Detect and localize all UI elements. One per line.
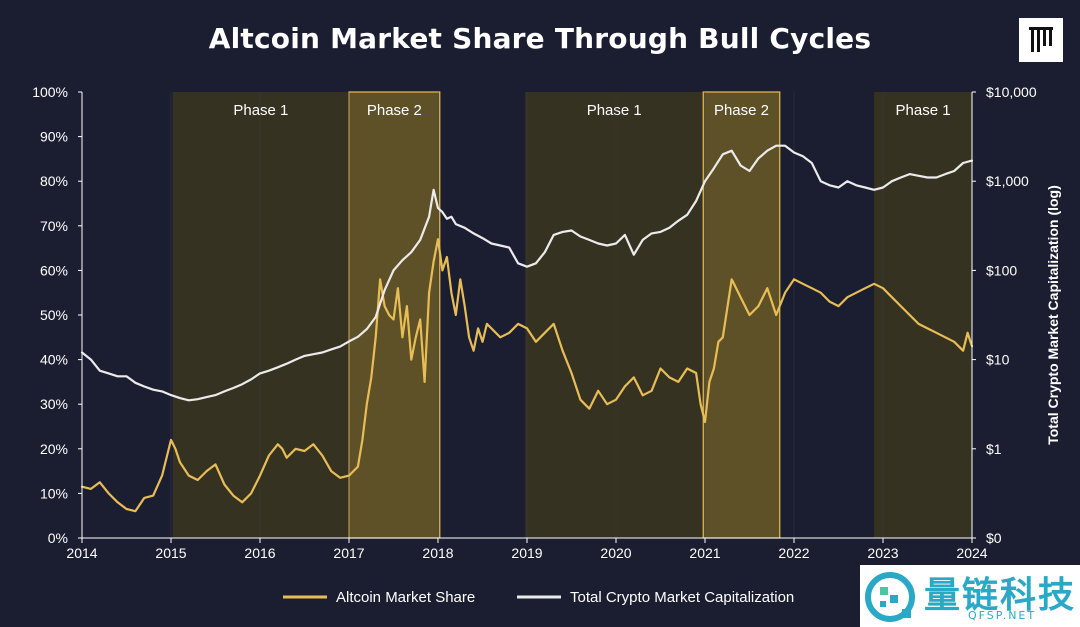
phase-label-4: Phase 2 [714, 102, 769, 119]
grid-lines [81, 92, 973, 538]
y-left-tick-label-8: 80% [40, 173, 68, 189]
x-tick-label-2020: 2020 [600, 545, 631, 561]
y-right-tick-label-1: $1 [986, 441, 1002, 457]
x-tick-label-2024: 2024 [956, 545, 987, 561]
x-tick-label-2017: 2017 [333, 545, 364, 561]
phase-bands: Phase 1 Phase 2 Phase 1 Phase 2 Phase 1 [172, 91, 972, 539]
y-left-tick-label-0: 0% [48, 530, 68, 546]
x-tick-label-2021: 2021 [689, 545, 720, 561]
x-tick-label-2022: 2022 [778, 545, 809, 561]
x-tick-label-2016: 2016 [244, 545, 275, 561]
total-market-cap-line [80, 144, 974, 402]
axes: 2014 2015 2016 2017 2018 2019 2020 2021 2022 2023… [32, 84, 1061, 561]
phase-label-5: Phase 1 [896, 102, 951, 119]
y-right-axis-label: Total Crypto Market Capitalization (log) [1045, 185, 1061, 445]
y-left-tick-label-4: 40% [40, 352, 68, 368]
y-left-tick-label-6: 60% [40, 262, 68, 278]
phase-band-4 [702, 91, 781, 539]
phase-band-3 [525, 92, 704, 538]
x-tick-label-2019: 2019 [511, 545, 542, 561]
phase-label-3: Phase 1 [587, 102, 642, 119]
y-left-tick-label-9: 90% [40, 129, 68, 145]
y-left-tick-label-3: 30% [40, 396, 68, 412]
y-left-tick-label-10: 100% [32, 84, 68, 100]
altcoin-share-line [80, 238, 974, 513]
series-lines [80, 144, 974, 513]
x-tick-label-2015: 2015 [155, 545, 186, 561]
x-tick-label-2018: 2018 [422, 545, 453, 561]
y-right-tick-label-0: $0 [986, 530, 1002, 546]
watermark-logo-icon [865, 572, 915, 622]
brand-logo [1019, 18, 1063, 62]
y-right-tick-label-5: $10,000 [986, 84, 1037, 100]
x-tick-label-2014: 2014 [66, 545, 97, 561]
watermark-subtext: QFSP.NET [968, 609, 1037, 622]
legend-label-market-cap: Total Crypto Market Capitalization [570, 589, 794, 606]
y-left-tick-label-7: 70% [40, 218, 68, 234]
y-left-tick-label-5: 50% [40, 307, 68, 323]
y-left-tick-label-2: 20% [40, 441, 68, 457]
phase-label-1: Phase 1 [233, 102, 288, 119]
watermark-text: 量链科技 [924, 575, 1077, 616]
phase-band-1 [172, 92, 349, 538]
legend: Altcoin Market Share Total Crypto Market … [283, 589, 794, 606]
y-right-tick-label-2: $10 [986, 352, 1010, 368]
legend-label-altcoin: Altcoin Market Share [336, 589, 475, 606]
chart-title: Altcoin Market Share Through Bull Cycles [208, 22, 872, 55]
x-tick-label-2023: 2023 [867, 545, 898, 561]
y-right-tick-label-4: $1,000 [986, 173, 1029, 189]
phase-band-5 [874, 92, 972, 538]
phase-label-2: Phase 2 [367, 102, 422, 119]
y-left-tick-label-1: 10% [40, 485, 68, 501]
y-right-tick-label-3: $100 [986, 262, 1017, 278]
